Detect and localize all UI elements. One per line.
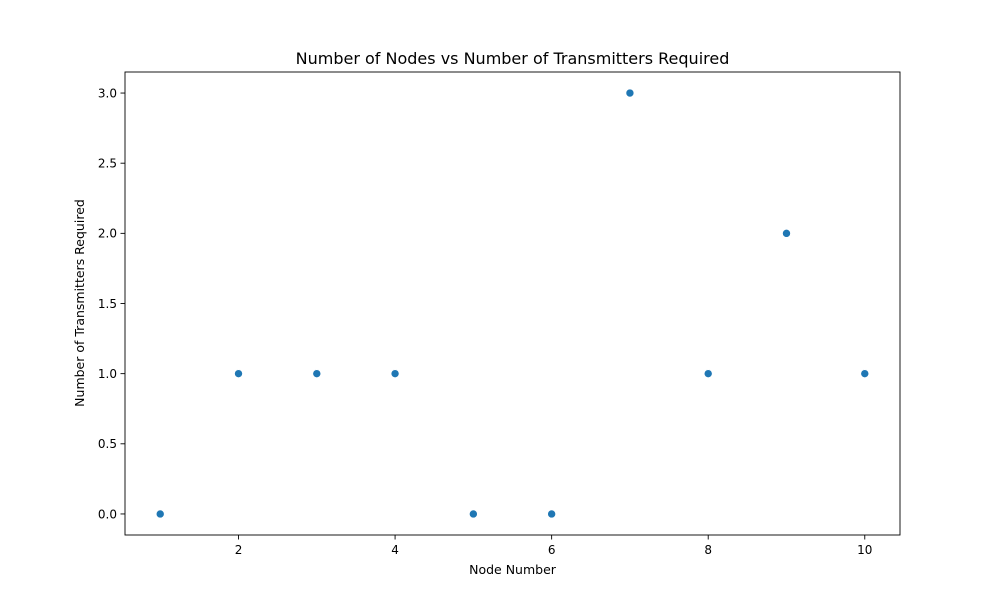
- x-tick-label: 2: [235, 543, 243, 557]
- data-point: [547, 509, 556, 519]
- data-point: [860, 369, 870, 378]
- x-tick-label: 8: [704, 543, 712, 557]
- data-point: [782, 229, 791, 238]
- data-point: [703, 369, 713, 378]
- y-tick-label: 2.5: [98, 156, 117, 170]
- data-point: [469, 509, 478, 519]
- plot-frame: [124, 71, 901, 536]
- y-tick-label: 1.0: [98, 367, 117, 381]
- data-point: [390, 369, 400, 378]
- data-point: [625, 88, 635, 98]
- y-tick-label: 1.5: [98, 297, 117, 311]
- data-point: [234, 369, 243, 378]
- data-point: [312, 369, 322, 378]
- chart-title: Number of Nodes vs Number of Transmitter…: [296, 49, 730, 68]
- x-tick-label: 10: [857, 543, 872, 557]
- x-tick-label: 6: [548, 543, 556, 557]
- plot-area: 2 4 6 8 10 0.0 0.5 1.0 1.5 2.0 2.5 3.0: [98, 71, 901, 557]
- y-tick-label: 3.0: [98, 86, 117, 100]
- y-tick-label: 0.0: [98, 507, 117, 521]
- x-axis-label: Node Number: [469, 562, 557, 577]
- y-tick-label: 0.5: [98, 437, 117, 451]
- y-axis-label: Number of Transmitters Required: [72, 199, 87, 407]
- data-point: [155, 509, 165, 519]
- y-tick-label: 2.0: [98, 227, 117, 241]
- x-tick-label: 4: [391, 543, 399, 557]
